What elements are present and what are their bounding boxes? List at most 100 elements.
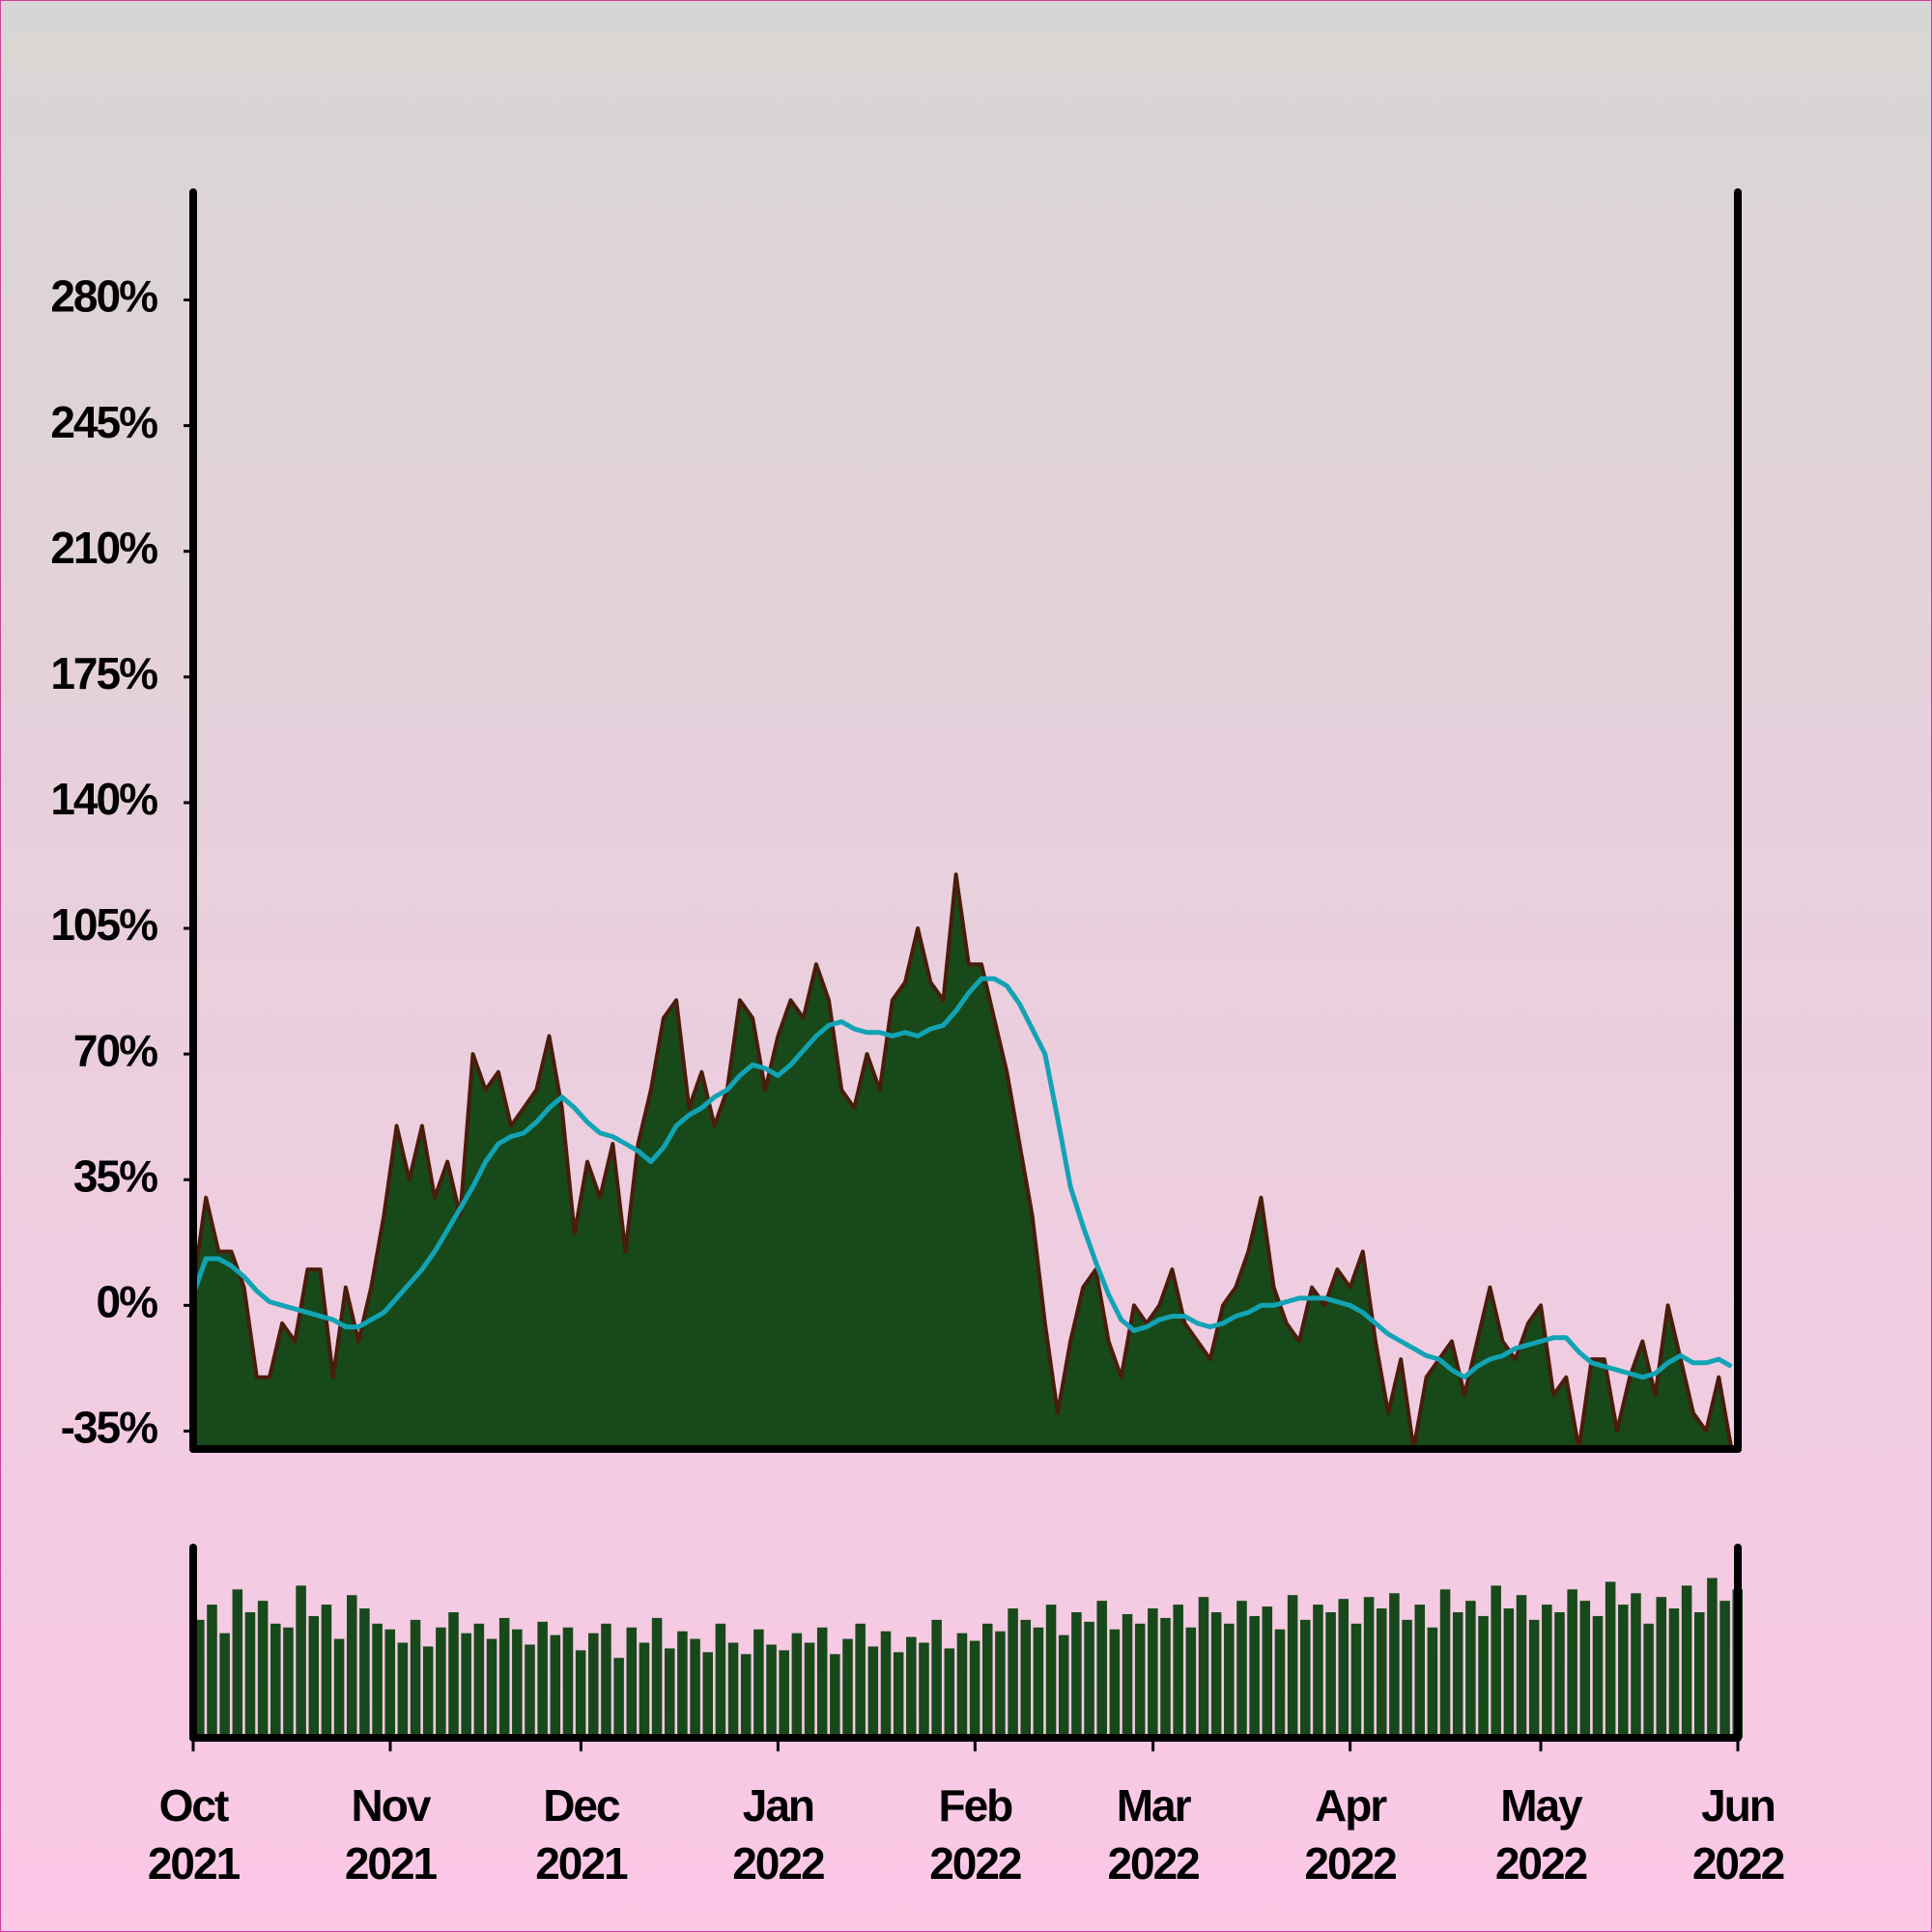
volume-bar — [232, 1589, 243, 1738]
volume-bar — [512, 1629, 523, 1738]
volume-bar — [1516, 1595, 1527, 1738]
x-tick-label: Dec 2021 — [535, 1780, 628, 1889]
volume-bar — [1542, 1605, 1552, 1738]
volume-bar — [651, 1617, 663, 1738]
x-tick-label: Mar 2022 — [1107, 1780, 1200, 1889]
volume-bar — [842, 1638, 853, 1738]
volume-bar — [919, 1642, 929, 1738]
volume-bar — [766, 1644, 777, 1738]
volume-bar — [1109, 1629, 1121, 1738]
y-tick-label: 70% — [73, 1025, 157, 1075]
volume-bar — [906, 1636, 917, 1738]
volume-bar — [855, 1623, 866, 1738]
volume-bar — [498, 1617, 510, 1738]
volume-bar — [1008, 1608, 1018, 1738]
volume-bar — [969, 1640, 980, 1738]
volume-bar — [1262, 1606, 1273, 1738]
volume-bar — [588, 1633, 599, 1738]
volume-bar — [995, 1631, 1006, 1738]
volume-bar — [1287, 1595, 1298, 1738]
volume-bar — [804, 1642, 815, 1738]
x-tick-label: Jun 2022 — [1691, 1780, 1785, 1889]
y-tick-label: -35% — [61, 1403, 157, 1453]
volume-bar — [982, 1623, 993, 1738]
volume-bar — [296, 1585, 306, 1738]
volume-bar — [1058, 1634, 1069, 1738]
volume-bar — [1045, 1605, 1057, 1738]
volume-bar — [436, 1627, 446, 1738]
volume-bar — [1389, 1593, 1400, 1738]
volume-bar — [1185, 1627, 1197, 1738]
volume-bar — [575, 1650, 586, 1738]
volume-bar — [1249, 1615, 1260, 1738]
volume-bar — [1618, 1605, 1629, 1738]
volume-bar — [816, 1627, 828, 1738]
volume-bar — [397, 1642, 409, 1738]
volume-bar — [1656, 1597, 1667, 1738]
volume-bar — [1478, 1615, 1489, 1738]
volume-bar — [486, 1638, 497, 1738]
volume-bar — [359, 1608, 370, 1738]
volume-bar — [333, 1638, 345, 1738]
volume-bar — [1503, 1608, 1515, 1738]
volume-bar — [1363, 1597, 1375, 1738]
volume-bar — [321, 1605, 332, 1738]
volume-bar — [244, 1611, 256, 1738]
x-tick-label: Apr 2022 — [1304, 1780, 1397, 1889]
volume-bar — [1567, 1589, 1577, 1738]
volume-bar — [1084, 1621, 1094, 1738]
volume-bar — [690, 1638, 700, 1738]
volume-bar — [1173, 1605, 1183, 1738]
volume-bar — [601, 1623, 611, 1738]
x-tick-label: May 2022 — [1494, 1780, 1588, 1889]
volume-bar — [1668, 1608, 1680, 1738]
volume-bar — [1439, 1589, 1451, 1738]
volume-bar — [1313, 1605, 1323, 1738]
volume-bar — [422, 1646, 434, 1738]
volume-bar — [219, 1633, 230, 1738]
y-tick-label: 210% — [50, 523, 157, 573]
moving-average-line — [190, 976, 1733, 1380]
volume-bar — [1592, 1615, 1604, 1738]
y-tick-label: 280% — [50, 271, 157, 322]
volume-bar — [1554, 1611, 1565, 1738]
volume-bar — [1643, 1623, 1654, 1738]
volume-bar — [461, 1633, 471, 1738]
volume-bar — [346, 1595, 357, 1738]
volume-bar — [830, 1654, 840, 1738]
x-tick-label: Nov 2021 — [344, 1780, 438, 1889]
volume-bar — [1300, 1619, 1311, 1738]
volume-bar — [1274, 1629, 1286, 1738]
volume-bar — [1491, 1585, 1501, 1738]
volume-bar — [1631, 1593, 1641, 1738]
volume-bar — [1376, 1608, 1387, 1738]
x-tick-label: Feb 2022 — [929, 1780, 1022, 1889]
volume-bar — [1528, 1619, 1540, 1738]
volume-bar — [753, 1629, 764, 1738]
volume-bar — [1693, 1611, 1705, 1738]
volume-bar — [715, 1623, 726, 1738]
y-tick-label: 35% — [73, 1151, 157, 1201]
volume-bar — [1707, 1577, 1718, 1738]
volume-bar — [613, 1658, 624, 1738]
volume-bar — [727, 1642, 739, 1738]
volume-bar — [473, 1623, 485, 1738]
volume-bar — [1224, 1623, 1235, 1738]
volume-bar — [207, 1605, 217, 1738]
volume-bar — [562, 1627, 574, 1738]
volume-bar — [931, 1619, 942, 1738]
volume-bar — [525, 1644, 535, 1738]
volume-bar — [1071, 1611, 1082, 1738]
volume-bar — [550, 1634, 561, 1738]
y-tick-label: 175% — [50, 648, 157, 698]
volume-bar — [880, 1631, 892, 1738]
y-tick-label: 245% — [50, 397, 157, 447]
volume-bar — [1096, 1601, 1107, 1738]
y-tick-label: 140% — [50, 774, 157, 824]
volume-bar — [308, 1615, 320, 1738]
volume-bar — [1605, 1581, 1616, 1738]
volume-bar — [1325, 1611, 1336, 1738]
volume-bar — [1350, 1623, 1362, 1738]
